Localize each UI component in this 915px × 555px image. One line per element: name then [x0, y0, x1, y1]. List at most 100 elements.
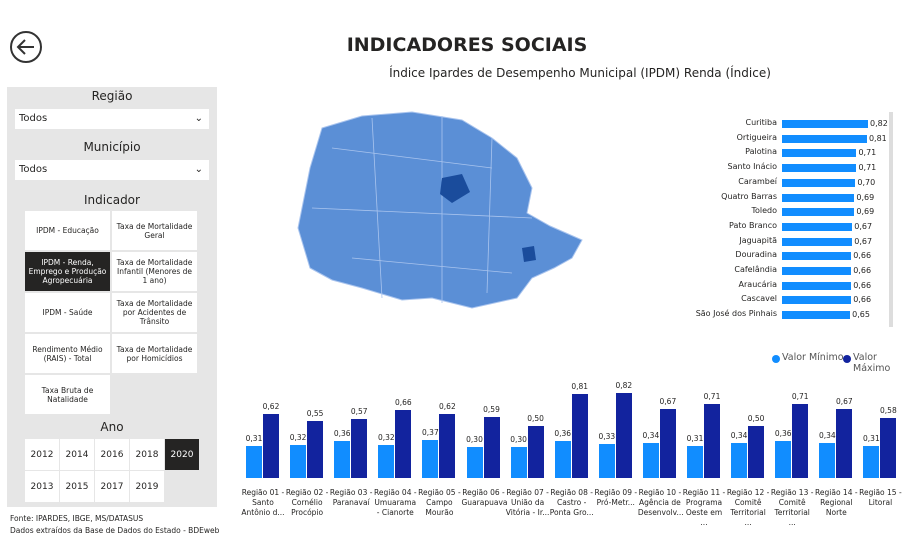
- category-label: Palotina: [745, 147, 777, 157]
- bar: [836, 408, 853, 478]
- bar: [263, 413, 279, 478]
- data-label: 0,82: [870, 119, 888, 128]
- back-button[interactable]: [8, 29, 44, 65]
- year-button[interactable]: 2018: [130, 439, 164, 470]
- filter-label: Ano: [100, 420, 124, 434]
- category-label: Cafelândia: [734, 265, 777, 274]
- category-label: Região 04 - Umuarama - Cianorte: [374, 488, 417, 517]
- data-label: 0,62: [262, 401, 280, 411]
- indicator-button[interactable]: IPDM - Saúde: [25, 293, 110, 332]
- bar: [466, 446, 483, 478]
- bar: [290, 444, 307, 478]
- data-label: 0,57: [350, 406, 368, 416]
- filter-panel: Região Todos ⌄ Município Todos ⌄ Indicador…: [7, 87, 217, 507]
- year-button[interactable]: 2020: [165, 439, 199, 470]
- data-label: 0,36: [554, 428, 572, 438]
- indicator-button[interactable]: Rendimento Médio (RAIS) - Total: [25, 334, 110, 373]
- filter-label: Indicador: [84, 193, 140, 207]
- bar: [731, 442, 748, 478]
- scrollbar[interactable]: [889, 112, 893, 327]
- indicator-button[interactable]: IPDM - Educação: [25, 211, 110, 250]
- bar: [422, 439, 439, 478]
- data-label: 0,67: [835, 396, 853, 406]
- dropdown[interactable]: Todos ⌄: [15, 160, 209, 180]
- data-label: 0,34: [818, 430, 836, 440]
- year-button[interactable]: 2015: [60, 471, 94, 502]
- category-label: Região 15 - Litoral: [859, 488, 902, 507]
- data-label: 0,67: [854, 221, 873, 231]
- bar: [351, 418, 368, 478]
- indicator-button[interactable]: Taxa Bruta de Natalidade: [25, 375, 110, 414]
- page-title: INDICADORES SOCIAIS: [346, 34, 588, 56]
- data-label: 0,70: [857, 177, 876, 187]
- indicator-button[interactable]: Taxa de Mortalidade por Acidentes de Trâ…: [112, 293, 197, 332]
- bar: [863, 445, 880, 478]
- bar: [307, 420, 324, 478]
- data-label: 0,31: [245, 433, 263, 443]
- bar: [782, 311, 851, 320]
- category-label: Região 03 - Paranavaí: [329, 488, 373, 507]
- indicator-button[interactable]: Taxa de Mortalidade por Homicídios: [112, 334, 197, 373]
- data-label: 0,81: [868, 133, 887, 143]
- category-label: Região 05 - Campo Mourão: [418, 488, 461, 517]
- year-button[interactable]: 2014: [60, 439, 94, 470]
- legend-marker: [772, 355, 780, 363]
- category-label: São José dos Pinhais: [695, 309, 777, 319]
- category-label: Santo Inácio: [727, 162, 777, 172]
- data-label: 0,66: [394, 397, 412, 407]
- year-button[interactable]: 2013: [25, 471, 59, 502]
- bar: [246, 445, 262, 478]
- category-label: Toledo: [751, 206, 777, 216]
- data-label: 0,30: [466, 434, 483, 444]
- bar: [439, 413, 456, 478]
- dropdown[interactable]: Todos ⌄: [15, 109, 209, 129]
- bar: [782, 222, 853, 231]
- bar: [334, 440, 351, 478]
- category-label: Carambeí: [738, 176, 777, 186]
- bar: [819, 442, 836, 478]
- category-label: Região 02 - Cornélio Procópio: [285, 488, 329, 517]
- data-label: 0,71: [791, 392, 809, 402]
- data-label: 0,34: [642, 430, 660, 440]
- bar: [704, 404, 720, 478]
- dropdown-value: Todos: [19, 164, 48, 175]
- data-label: 0,65: [852, 310, 870, 320]
- footer-text: Dados extraídos da Base de Dados do Esta…: [10, 526, 220, 535]
- category-label: Região 11 - Programa Oeste em ...: [682, 488, 726, 527]
- data-label: 0,36: [333, 428, 351, 438]
- data-label: 0,81: [571, 382, 589, 392]
- bar: [782, 134, 867, 143]
- year-button[interactable]: 2012: [25, 439, 59, 470]
- year-button[interactable]: 2017: [95, 471, 129, 502]
- data-label: 0,31: [863, 433, 880, 443]
- bar: [571, 394, 588, 478]
- bar: [554, 440, 571, 478]
- bar: [782, 237, 853, 246]
- category-label: Região 06 - Guarapuava: [461, 488, 508, 507]
- year-button[interactable]: 2019: [130, 471, 164, 502]
- data-label: 0,71: [703, 392, 721, 402]
- indicator-button[interactable]: Taxa de Mortalidade Geral: [112, 211, 197, 250]
- data-label: 0,67: [659, 396, 677, 406]
- data-label: 0,58: [880, 405, 897, 415]
- data-label: 0,34: [730, 430, 748, 440]
- bar: [782, 149, 857, 158]
- category-label: Quatro Barras: [721, 191, 777, 201]
- data-label: 0,69: [856, 192, 875, 202]
- category-label: Região 10 - Agência de Desenvolv...: [637, 488, 684, 517]
- category-label: Região 14 - Regional Norte: [815, 488, 858, 517]
- data-label: 0,82: [615, 381, 633, 390]
- category-label: Região 08 - Castro - Ponta Gro...: [549, 488, 594, 517]
- data-label: 0,55: [306, 408, 324, 418]
- year-button[interactable]: 2016: [95, 439, 129, 470]
- bar: [782, 296, 852, 305]
- data-label: 0,36: [774, 428, 792, 438]
- indicator-button[interactable]: Taxa de Mortalidade Infantil (Menores de…: [112, 252, 197, 291]
- data-label: 0,71: [858, 163, 877, 173]
- bar: [775, 440, 792, 478]
- bar: [395, 409, 412, 478]
- filter-label: Município: [83, 140, 141, 154]
- bar: [510, 446, 527, 478]
- category-label: Jaguapitã: [739, 235, 777, 245]
- indicator-button[interactable]: IPDM - Renda, Emprego e Produção Agropec…: [25, 252, 110, 291]
